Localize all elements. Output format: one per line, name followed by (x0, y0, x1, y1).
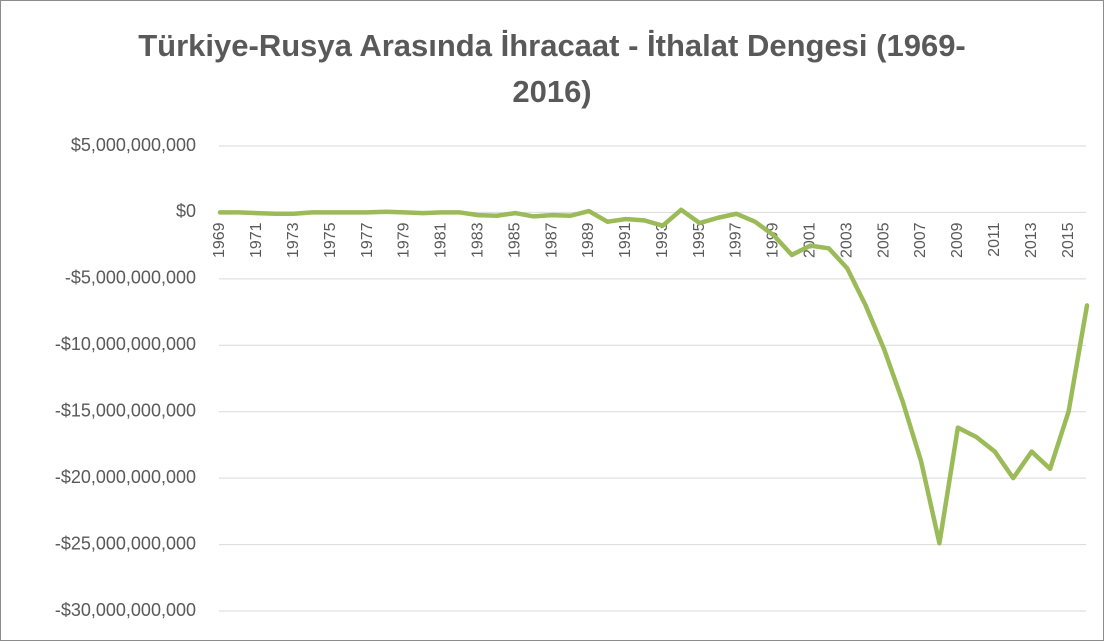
x-tick-label: 1971 (248, 222, 265, 258)
x-tick-label: 1983 (469, 222, 486, 258)
y-tick-label: $5,000,000,000 (71, 135, 196, 155)
x-tick-label: 1991 (617, 222, 634, 258)
x-tick-label: 1993 (654, 222, 671, 258)
x-tick-label: 2003 (838, 222, 855, 258)
x-tick-label: 1989 (580, 222, 597, 258)
x-tick-label: 2011 (986, 222, 1003, 257)
x-tick-label: 1995 (691, 222, 708, 258)
y-tick-label: -$20,000,000,000 (55, 467, 196, 487)
y-tick-label: -$25,000,000,000 (55, 533, 196, 553)
data-line (217, 207, 1090, 546)
x-tick-label: 1997 (728, 222, 745, 258)
y-tick-label: $0 (176, 201, 196, 221)
x-tick-label: 1973 (285, 222, 302, 258)
y-tick-label: -$15,000,000,000 (55, 400, 196, 420)
y-tick-label: -$30,000,000,000 (55, 600, 196, 620)
x-tick-label: 1977 (359, 222, 376, 258)
x-tick-label: 1969 (211, 222, 228, 258)
x-tick-label: 1987 (543, 222, 560, 258)
x-tick-label: 2005 (875, 222, 892, 258)
y-tick-label: -$10,000,000,000 (55, 334, 196, 354)
x-tick-label: 2007 (912, 222, 929, 258)
x-tick-label: 1981 (433, 222, 450, 258)
x-tick-label: 1975 (322, 222, 339, 258)
chart-title: Türkiye-Rusya Arasında İhracaat - İthala… (138, 28, 966, 109)
x-tick-label: 1985 (506, 222, 523, 258)
x-tick-label: 2009 (949, 222, 966, 258)
x-tick-label: 2015 (1060, 222, 1077, 258)
x-tick-label: 1979 (396, 222, 413, 258)
x-tick-label: 2013 (1023, 222, 1040, 258)
x-tick-label: 2001 (802, 222, 819, 258)
y-tick-label: -$5,000,000,000 (65, 268, 196, 288)
